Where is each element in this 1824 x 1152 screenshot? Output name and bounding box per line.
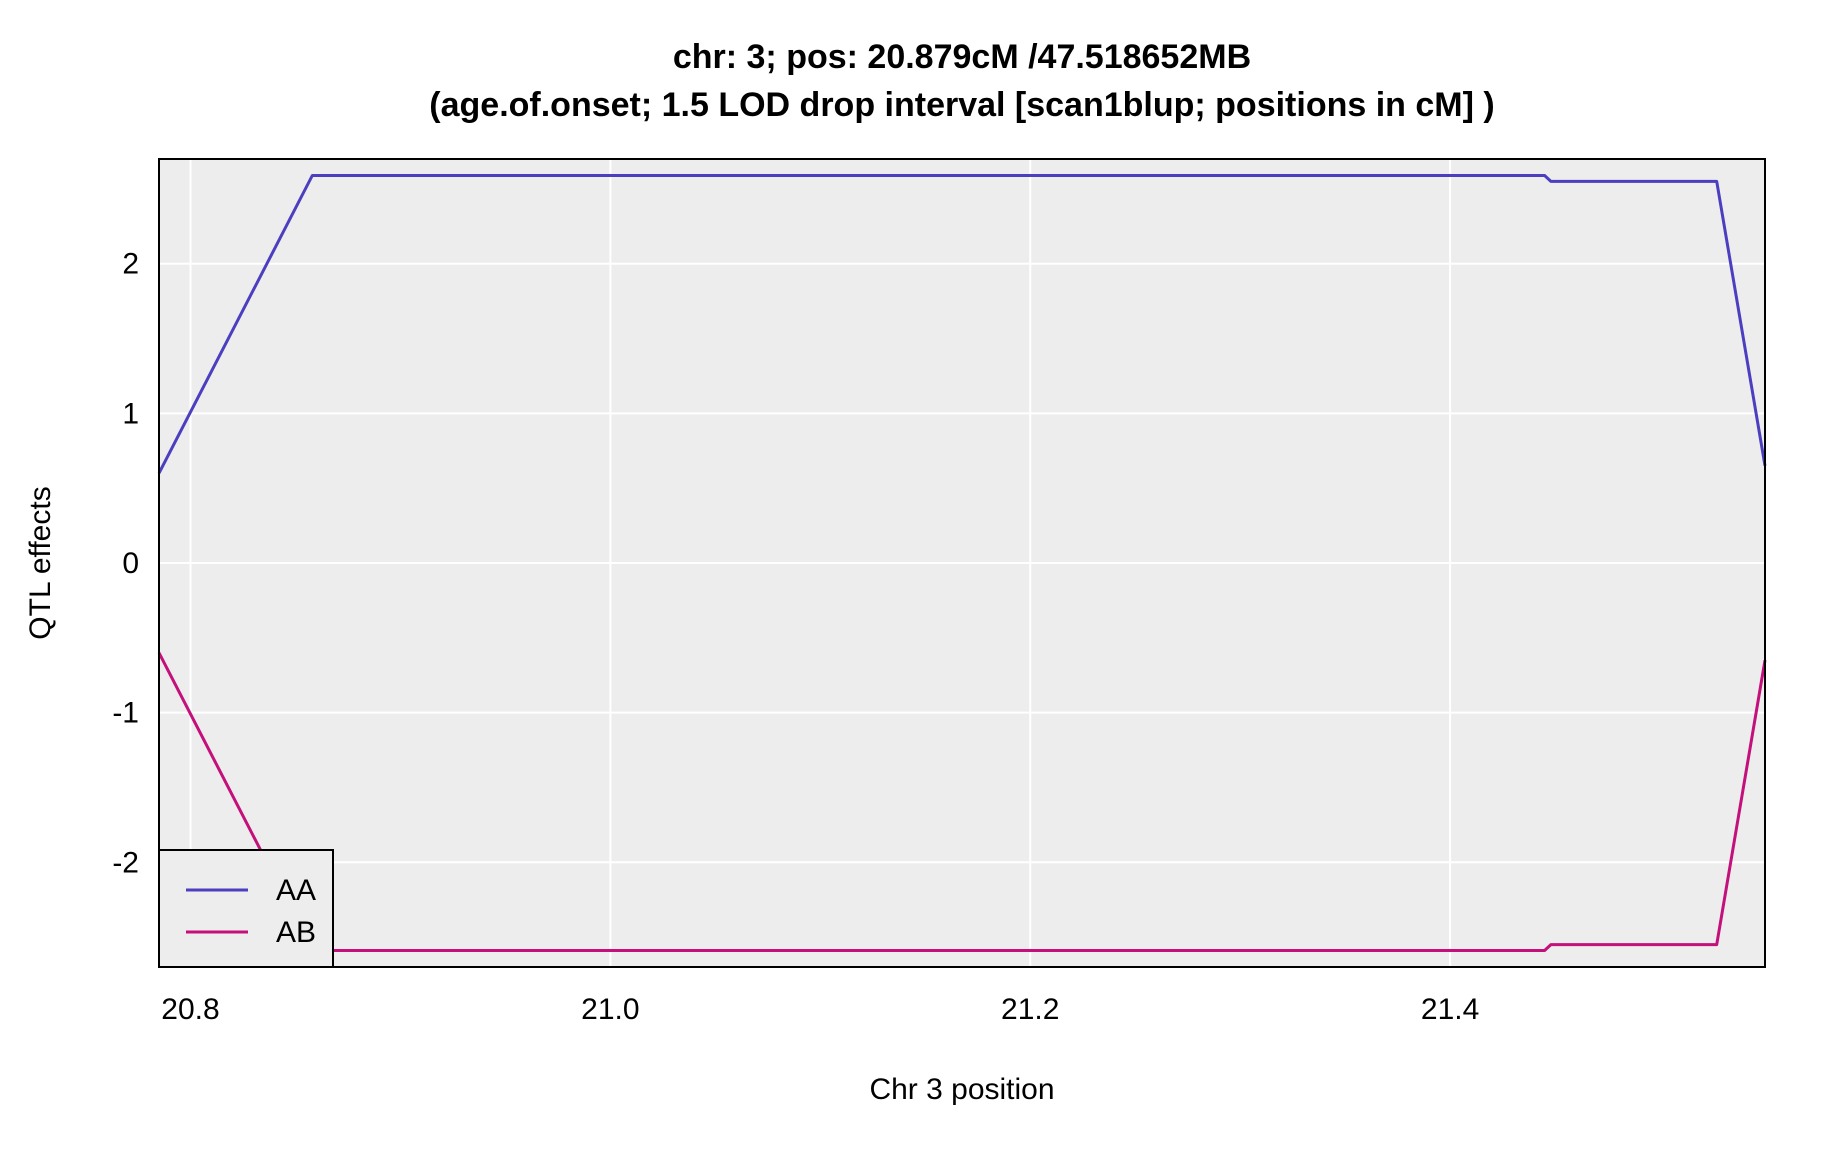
y-tick-label: -1 — [112, 697, 139, 730]
series-line-aa — [157, 174, 1767, 474]
x-tick-label: 21.4 — [1421, 993, 1479, 1026]
legend-label-aa: AA — [276, 874, 316, 907]
y-tick-label: 0 — [122, 547, 139, 580]
x-axis-label: Chr 3 position — [869, 1073, 1054, 1106]
x-axis-ticks: 20.8 21.0 21.2 21.4 — [161, 993, 1479, 1026]
chart-title: chr: 3; pos: 20.879cM /47.518652MB — [673, 38, 1251, 76]
legend: AA AB — [158, 849, 334, 968]
y-tick-label: 1 — [122, 397, 139, 430]
y-tick-label: -2 — [112, 846, 139, 879]
x-tick-label: 20.8 — [161, 993, 219, 1026]
legend-box — [158, 849, 334, 968]
chart-subtitle: (age.of.onset; 1.5 LOD drop interval [sc… — [429, 86, 1494, 124]
y-axis-ticks: -2 -1 0 1 2 — [112, 248, 139, 880]
legend-label-ab: AB — [276, 916, 316, 949]
x-tick-label: 21.0 — [581, 993, 639, 1026]
x-tick-label: 21.2 — [1001, 993, 1059, 1026]
y-tick-label: 2 — [122, 248, 139, 281]
plot-frame — [158, 158, 1766, 968]
y-axis-label: QTL effects — [24, 486, 57, 639]
grid-lines — [159, 159, 1765, 967]
